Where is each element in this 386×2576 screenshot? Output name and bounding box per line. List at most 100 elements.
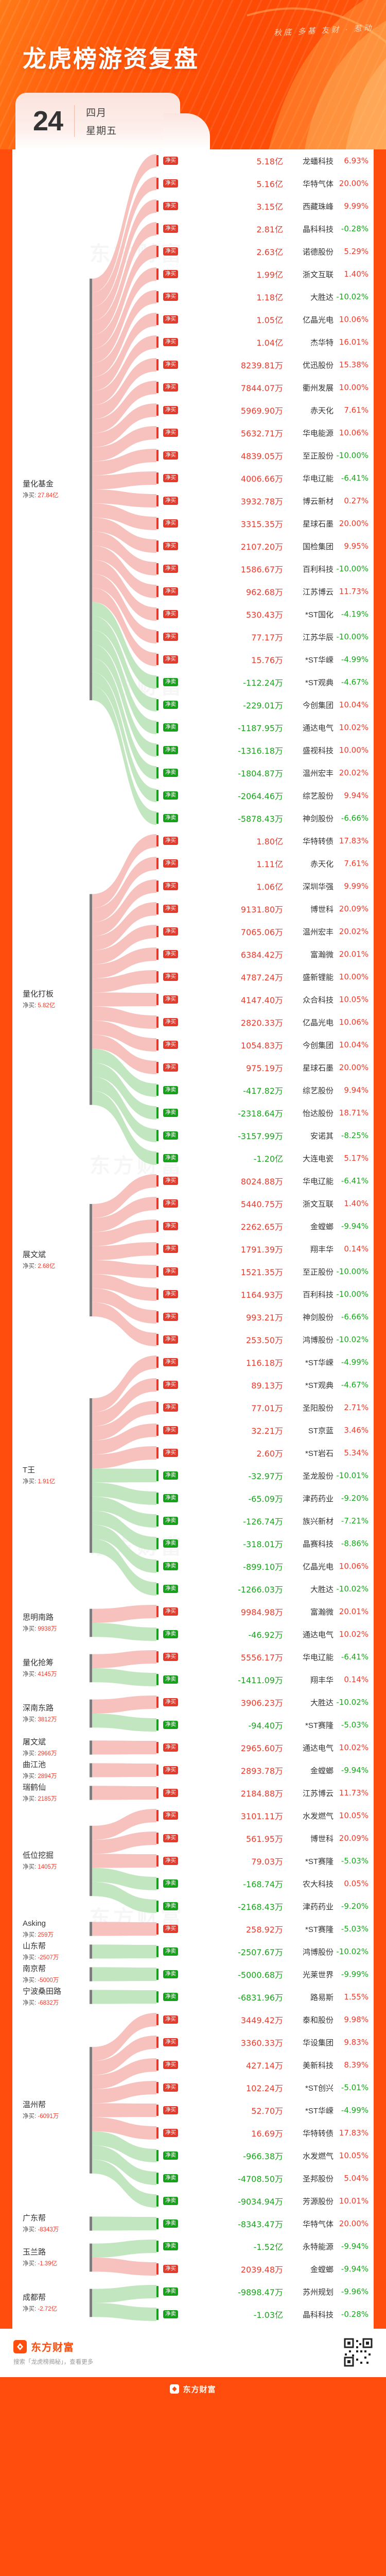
group-label[interactable]: 宁波桑田路 净买: -6832万 [12, 1986, 90, 2008]
stock-name[interactable]: 通达电气 [302, 1630, 334, 1639]
stock-row[interactable]: 净卖 -1187.95万 通达电气 10.02% [156, 716, 374, 739]
group-label[interactable]: 量化抢筹 净买: 4145万 [12, 1646, 90, 1691]
stock-name[interactable]: 族兴新材 [302, 1517, 334, 1526]
stock-name[interactable]: 圣龙股份 [302, 1471, 334, 1481]
stock-row[interactable]: 净卖 -1804.87万 温州宏丰 20.02% [156, 761, 374, 784]
stock-row[interactable]: 净卖 -2168.43万 津药药业 -9.20% [156, 1895, 374, 1918]
stock-row[interactable]: 净买 4147.40万 众合科技 10.05% [156, 988, 374, 1011]
stock-name[interactable]: *ST创兴 [305, 2083, 334, 2093]
stock-name[interactable]: 至正股份 [302, 451, 334, 461]
stock-row[interactable]: 净买 32.21万 ST京蓝 3.46% [156, 1419, 374, 1442]
stock-name[interactable]: 博世科 [310, 1834, 334, 1843]
stock-row[interactable]: 净买 530.43万 *ST国化 -4.19% [156, 603, 374, 625]
stock-name[interactable]: 大胜达 [310, 1585, 334, 1594]
stock-row[interactable]: 净买 79.03万 *ST赛隆 -5.03% [156, 1850, 374, 1872]
stock-name[interactable]: 华电辽能 [302, 1177, 334, 1186]
stock-row[interactable]: 净买 5632.71万 华电能源 10.06% [156, 421, 374, 444]
stock-row[interactable]: 净卖 -46.92万 通达电气 10.02% [156, 1623, 374, 1646]
stock-name[interactable]: 华电辽能 [302, 474, 334, 483]
stock-row[interactable]: 净卖 -8343.47万 华特气体 20.00% [156, 2212, 374, 2235]
group-label[interactable]: 广东帮 净买: -8343万 [12, 2212, 90, 2235]
stock-name[interactable]: 津药药业 [302, 1902, 334, 1911]
stock-name[interactable]: 鸿博股份 [302, 1335, 334, 1345]
stock-row[interactable]: 净买 89.13万 *ST观典 -4.67% [156, 1374, 374, 1396]
stock-name[interactable]: 晶科科技 [302, 225, 334, 234]
stock-name[interactable]: 西藏珠峰 [302, 202, 334, 211]
stock-name[interactable]: 盛新锂能 [302, 973, 334, 982]
stock-row[interactable]: 净买 4839.05万 至正股份 -10.00% [156, 444, 374, 467]
stock-name[interactable]: 百利科技 [302, 565, 334, 574]
stock-name[interactable]: 翔丰华 [310, 1245, 334, 1254]
stock-row[interactable]: 净买 102.24万 *ST创兴 -5.01% [156, 2076, 374, 2099]
stock-name[interactable]: 神剑股份 [302, 1313, 334, 1322]
stock-name[interactable]: 浙文互联 [302, 1199, 334, 1209]
stock-row[interactable]: 净卖 -9034.94万 芳源股份 10.01% [156, 2190, 374, 2212]
stock-row[interactable]: 净买 4006.66万 华电辽能 -6.41% [156, 467, 374, 489]
stock-name[interactable]: 华特转债 [302, 2129, 334, 2138]
stock-name[interactable]: 亿晶光电 [302, 1018, 334, 1027]
stock-name[interactable]: 怡达股份 [302, 1109, 334, 1118]
stock-row[interactable]: 净买 9984.98万 富瀚微 20.01% [156, 1600, 374, 1623]
stock-row[interactable]: 净卖 -4708.50万 圣邦股份 5.04% [156, 2167, 374, 2190]
stock-row[interactable]: 净买 2184.88万 江苏博云 11.73% [156, 1782, 374, 1804]
group-label[interactable]: 深南东路 净买: 3812万 [12, 1691, 90, 1736]
stock-name[interactable]: 赤天化 [310, 859, 334, 869]
stock-name[interactable]: 浙文互联 [302, 270, 334, 279]
stock-name[interactable]: 华特转债 [302, 837, 334, 846]
stock-name[interactable]: 江苏博云 [302, 1789, 334, 1798]
stock-row[interactable]: 净卖 -229.01万 今创集团 10.04% [156, 693, 374, 716]
stock-row[interactable]: 净卖 -126.74万 族兴新材 -7.21% [156, 1510, 374, 1532]
stock-name[interactable]: 赤天化 [310, 406, 334, 415]
group-label[interactable]: 山东帮 净买: -2507万 [12, 1940, 90, 1963]
stock-name[interactable]: 亿晶光电 [302, 1562, 334, 1571]
stock-row[interactable]: 净买 5.18亿 龙蟠科技 6.93% [156, 149, 374, 172]
stock-row[interactable]: 净卖 -3157.99万 安诺其 -8.25% [156, 1124, 374, 1147]
stock-row[interactable]: 净买 1521.35万 至正股份 -10.00% [156, 1260, 374, 1283]
stock-row[interactable]: 净买 1586.67万 百利科技 -10.00% [156, 557, 374, 580]
stock-name[interactable]: *ST国化 [305, 610, 334, 619]
stock-name[interactable]: 苏州规划 [302, 2287, 334, 2297]
stock-name[interactable]: 晶科科技 [302, 2310, 334, 2319]
stock-row[interactable]: 净买 1164.93万 百利科技 -10.00% [156, 1283, 374, 1306]
stock-row[interactable]: 净买 3.15亿 西藏珠峰 9.99% [156, 195, 374, 217]
stock-name[interactable]: 华特气体 [302, 179, 334, 189]
stock-row[interactable]: 净买 9131.80万 博世科 20.09% [156, 897, 374, 920]
stock-row[interactable]: 净买 427.14万 美新科技 8.39% [156, 2054, 374, 2076]
stock-name[interactable]: 亿晶光电 [302, 315, 334, 325]
stock-row[interactable]: 净买 16.69万 华特转债 17.83% [156, 2122, 374, 2144]
stock-name[interactable]: 国检集团 [302, 542, 334, 551]
stock-name[interactable]: *ST华嵘 [305, 1358, 334, 1367]
stock-row[interactable]: 净买 5.16亿 华特气体 20.00% [156, 172, 374, 195]
stock-name[interactable]: 鸿博股份 [302, 1947, 334, 1957]
stock-name[interactable]: 杰华特 [310, 338, 334, 347]
stock-row[interactable]: 净卖 -5000.68万 光莱世界 -9.99% [156, 1963, 374, 1986]
stock-row[interactable]: 净买 77.17万 江苏华辰 -10.00% [156, 625, 374, 648]
stock-row[interactable]: 净卖 -1316.18万 盛视科技 10.00% [156, 739, 374, 761]
stock-name[interactable]: 富瀚微 [310, 950, 334, 959]
stock-row[interactable]: 净卖 -318.01万 晶赛科技 -8.86% [156, 1532, 374, 1555]
stock-row[interactable]: 净买 253.50万 鸿博股份 -10.02% [156, 1328, 374, 1351]
stock-name[interactable]: 金螳螂 [310, 1766, 334, 1775]
stock-row[interactable]: 净买 258.92万 *ST赛隆 -5.03% [156, 1918, 374, 1940]
stock-name[interactable]: *ST岩石 [305, 1449, 334, 1458]
stock-name[interactable]: 综艺股份 [302, 1086, 334, 1095]
stock-name[interactable]: 富瀚微 [310, 1607, 334, 1617]
stock-name[interactable]: 永特能源 [302, 2242, 334, 2251]
stock-name[interactable]: 金螳螂 [310, 2265, 334, 2274]
stock-row[interactable]: 净买 52.70万 *ST华嵘 -4.99% [156, 2099, 374, 2122]
stock-row[interactable]: 净买 7065.06万 温州宏丰 20.02% [156, 920, 374, 943]
stock-row[interactable]: 净买 2965.60万 通达电气 10.02% [156, 1736, 374, 1759]
stock-row[interactable]: 净卖 -6831.96万 路易斯 1.55% [156, 1986, 374, 2008]
stock-name[interactable]: 华电辽能 [302, 1653, 334, 1662]
stock-name[interactable]: 盛视科技 [302, 746, 334, 755]
stock-row[interactable]: 净卖 -2064.46万 综艺股份 9.94% [156, 784, 374, 807]
group-label[interactable]: 思明南路 净买: 9938万 [12, 1600, 90, 1646]
stock-name[interactable]: 星球石墨 [302, 1063, 334, 1073]
stock-row[interactable]: 净买 3449.42万 泰和股份 9.98% [156, 2008, 374, 2031]
group-label[interactable]: 玉兰路 净买: -1.39亿 [12, 2235, 90, 2280]
stock-name[interactable]: 大胜达 [310, 1698, 334, 1707]
stock-row[interactable]: 净卖 -1.52亿 永特能源 -9.94% [156, 2235, 374, 2258]
stock-name[interactable]: 神剑股份 [302, 814, 334, 823]
stock-row[interactable]: 净买 5556.17万 华电辽能 -6.41% [156, 1646, 374, 1668]
stock-row[interactable]: 净买 2893.78万 金螳螂 -9.94% [156, 1759, 374, 1782]
